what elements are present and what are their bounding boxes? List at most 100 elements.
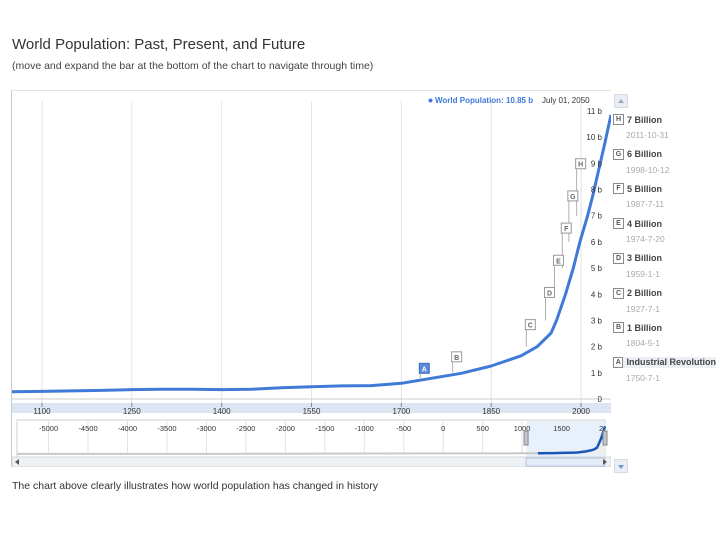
annotation-item-title: 3 Billion (627, 253, 663, 264)
annotation-item-title: 1 Billion (627, 322, 663, 333)
annotation-flag-letter: E (556, 258, 561, 265)
annotation-item-title: Industrial Revolution (626, 357, 716, 368)
annotations-scroll-down-button[interactable] (614, 459, 628, 473)
chart-frame: A B C D E F G H 0 1 b 2 b 3 b 4 b 5 b 6 b 7 b 8 b 9 b 10 … (11, 90, 613, 468)
chevron-down-icon (618, 465, 624, 469)
annotation-item-date: 1998-10-12 (626, 164, 670, 175)
annotation-item-date: 1974-7-20 (626, 234, 665, 245)
y-tick-label: 8 b (591, 186, 603, 195)
y-tick-label: 4 b (591, 290, 603, 299)
y-tick-label: 3 b (591, 316, 603, 325)
annotation-item-letter: H (613, 114, 624, 125)
annotation-item-title: 6 Billion (627, 149, 663, 160)
range-tick-label: 1000 (514, 424, 531, 433)
series-line-world-population (11, 114, 613, 394)
annotation-item-title: 7 Billion (627, 114, 663, 125)
range-tick-label: -2000 (276, 424, 295, 433)
x-axis-labels: 1100 1250 1400 1550 1700 1850 2000 (33, 403, 590, 416)
range-handle-left[interactable] (523, 430, 529, 446)
annotation-item-date: 1804-5-1 (626, 338, 661, 349)
range-series (17, 426, 607, 455)
annotation-flag-box (543, 286, 555, 298)
range-tick-label: -2500 (236, 424, 255, 433)
annotation-item-title: 4 Billion (627, 218, 663, 229)
range-tick-label: -1500 (315, 424, 334, 433)
annotation-item-date: 1927-7-1 (626, 303, 661, 314)
annotation-flags: A B C D E F G H (418, 158, 587, 374)
annotation-flag-box (451, 351, 463, 363)
annotation-flag-letter: C (528, 323, 533, 330)
chevron-up-icon (618, 99, 624, 103)
annotation-item-letter: A (613, 356, 624, 368)
range-scrollbar[interactable] (11, 456, 612, 468)
y-tick-label: 5 b (591, 264, 603, 273)
annotation-flag-letter: H (578, 162, 583, 169)
y-tick-label: 1 b (591, 369, 603, 378)
y-axis-labels: 0 1 b 2 b 3 b 4 b 5 b 6 b 7 b 8 b 9 b 10 b 11 b (586, 107, 602, 404)
annotations-scroll-up-button[interactable] (614, 94, 628, 108)
range-tick-label: -1000 (355, 424, 374, 433)
annotation-item-letter: B (613, 322, 624, 334)
range-grid (48, 421, 602, 454)
range-tick-label: -4500 (78, 424, 97, 433)
range-tick-label: -5000 (39, 424, 58, 433)
range-tick-label: 1500 (553, 424, 570, 433)
range-tick-label: -3500 (157, 424, 176, 433)
y-tick-label: 11 b (587, 107, 603, 116)
x-tick-label: 1100 (33, 407, 51, 416)
range-series-line-selected (537, 426, 607, 455)
x-tick-label: 1400 (213, 407, 231, 416)
legend-date-label: July 01, 2050 (542, 96, 590, 105)
x-tick-label: 2000 (572, 407, 590, 416)
scroll-left-arrow-icon[interactable] (15, 459, 19, 465)
annotation-item-date: 1750-7-1 (626, 372, 661, 383)
annotation-item-letter: G (613, 148, 624, 160)
y-tick-label: 2 b (591, 343, 603, 352)
annotation-connectors (419, 168, 578, 379)
annotation-item-letter: D (613, 252, 624, 264)
annotation-flag-letter: G (570, 194, 576, 201)
footer-text: The chart above clearly illustrates how … (12, 480, 378, 492)
scroll-right-arrow-icon[interactable] (603, 459, 607, 465)
range-scrollbar-thumb[interactable] (525, 457, 606, 467)
range-selector[interactable]: -5000 -4500 -4000 -3500 -3000 -2500 -2000 -1500… (11, 419, 612, 468)
annotation-flag-letter: A (422, 366, 427, 373)
annotation-flag-box (575, 158, 587, 170)
annotation-item-title: 5 Billion (627, 183, 663, 194)
annotation-item-date: 1987-7-11 (626, 199, 665, 210)
annotation-flag-box (552, 254, 564, 266)
annotation-item-date: 2011-10-31 (626, 130, 669, 140)
legend-series-label: World Population: 10.85 b (435, 96, 533, 105)
range-tick-label: -3000 (197, 424, 216, 433)
x-axis-band (12, 403, 611, 413)
annotation-item-title: 2 Billion (627, 288, 663, 298)
annotation-flag-letter: F (564, 226, 569, 233)
range-scrollbar-track (11, 456, 612, 468)
x-tick-label: 1550 (303, 407, 321, 416)
y-tick-label: 0 (598, 395, 603, 404)
annotation-item[interactable]: A Industrial Revolution 1750-7-1 (613, 356, 716, 383)
range-tick-label: -500 (396, 424, 411, 433)
annotation-item-letter: C (613, 287, 624, 299)
range-tick-label: -4000 (118, 424, 137, 433)
y-tick-label: 7 b (591, 212, 603, 221)
page-title: World Population: Past, Present, and Fut… (12, 36, 306, 53)
range-handle-right[interactable] (602, 430, 608, 446)
population-chart[interactable]: A B C D E F G H 0 1 b 2 b 3 b 4 b 5 b 6 b 7 b 8 b 9 b 10 … (11, 91, 613, 468)
x-axis-band-bg (12, 403, 611, 413)
annotation-item-date: 1959-1-1 (626, 268, 661, 279)
range-tick-label: 0 (441, 424, 445, 433)
